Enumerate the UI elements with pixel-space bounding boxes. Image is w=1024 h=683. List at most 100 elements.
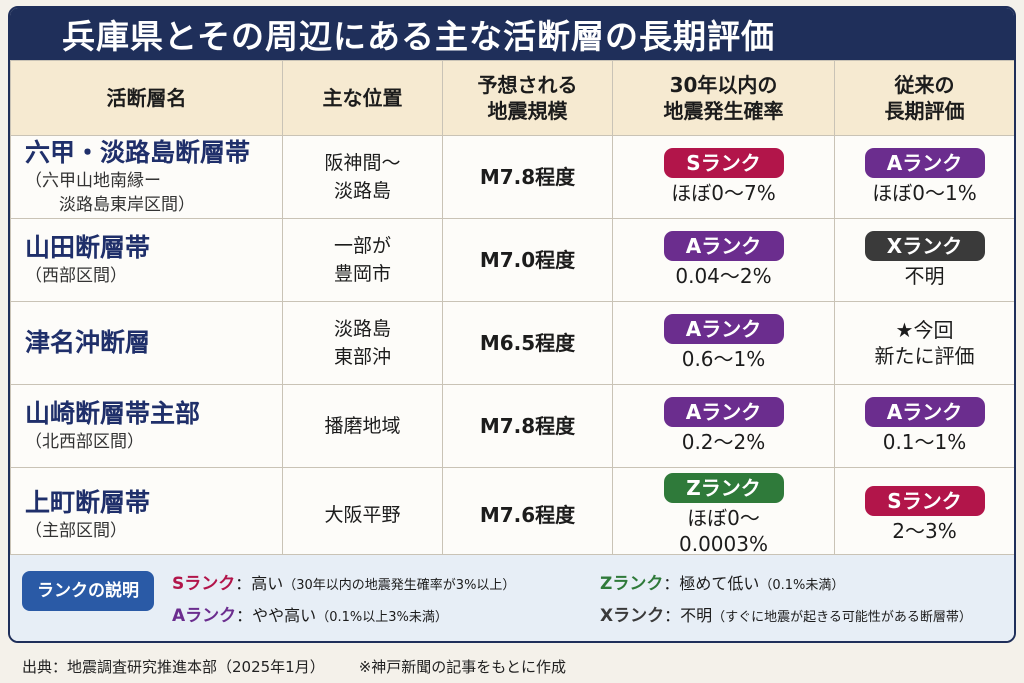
location-line: 東部沖 (333, 346, 391, 368)
legend-item-a: Aランク：やや高い（0.1%以上3%未満） (172, 601, 448, 626)
location-line: 淡路島 (333, 180, 391, 202)
location-cell: 淡路島 東部沖 (282, 301, 443, 385)
probability-text: 0.6〜1% (681, 347, 766, 371)
prev-evaluation-cell: ★今回 新たに評価 (834, 301, 1014, 385)
source-line: 出典：地震調査研究推進本部（2025年1月） ※神戸新聞の記事をもとに作成 (22, 656, 600, 677)
table-header-row: 活断層名 主な位置 予想される 地震規模 30年以内の 地震発生確率 従来の 長… (10, 60, 1014, 136)
location-line: 大阪平野 (324, 504, 401, 526)
table-row: 津名沖断層 淡路島 東部沖 M6.5程度 Aランク 0.6〜1% ★今回 新たに評価 (10, 301, 1014, 385)
location-cell: 播磨地域 (282, 384, 443, 468)
probability-text: 0.04〜2% (675, 264, 772, 288)
probability-text: ほぼ0〜 (687, 506, 760, 530)
prev-evaluation-text: ほぼ0〜1% (872, 181, 977, 205)
prev-evaluation-cell: Aランク 0.1〜1% (834, 384, 1014, 468)
location-cell: 阪神間〜 淡路島 (282, 135, 443, 219)
fault-name: 上町断層帯 (25, 488, 151, 517)
fault-section: （北西部区間） (25, 432, 144, 452)
rank-badge: Sランク (663, 148, 784, 178)
legend-item-s: Sランク：高い（30年以内の地震発生確率が3%以上） (172, 569, 515, 594)
probability-text: ほぼ0〜7% (671, 181, 776, 205)
legend-note: （0.1%未満） (759, 578, 845, 593)
location-line: 一部が (333, 235, 391, 257)
table-row: 上町断層帯 （主部区間） 大阪平野 M7.6程度 Zランク ほぼ0〜 0.0003% Sランク… (10, 467, 1014, 563)
location-cell: 一部が 豊岡市 (282, 218, 443, 302)
prev-evaluation-text: 2〜3% (892, 519, 957, 543)
fault-section: （六甲山地南縁ー (25, 171, 161, 191)
fault-section: 淡路島東岸区間） (59, 195, 195, 215)
table-row: 六甲・淡路島断層帯 （六甲山地南縁ー 淡路島東岸区間） 阪神間〜 淡路島 M7.8程度 Sラ… (10, 135, 1014, 219)
legend-desc: ：極めて低い (663, 574, 760, 593)
location-line: 播磨地域 (324, 415, 401, 437)
scale-cell: M7.0程度 (442, 218, 613, 302)
source-text: 出典：地震調査研究推進本部（2025年1月） (22, 658, 325, 676)
page-title: 兵庫県とその周辺にある主な活断層の長期評価 (10, 8, 1014, 60)
legend-note: （すぐに地震が起きる可能性がある断層帯） (712, 610, 972, 625)
fault-name: 六甲・淡路島断層帯 (25, 138, 251, 167)
probability-cell: Aランク 0.6〜1% (612, 301, 835, 385)
fault-name: 山田断層帯 (25, 233, 151, 262)
legend-key: Zランク (600, 574, 664, 594)
header-prev: 従来の 長期評価 (834, 60, 1014, 136)
fault-name: 津名沖断層 (25, 328, 151, 357)
rank-badge: Aランク (663, 397, 784, 427)
legend-desc: ：不明 (664, 606, 713, 625)
table-row: 山崎断層帯主部 （北西部区間） 播磨地域 M7.8程度 Aランク 0.2〜2% Aランク 0.… (10, 384, 1014, 468)
probability-text: 0.0003% (679, 532, 768, 556)
header-prob: 30年以内の 地震発生確率 (612, 60, 835, 136)
rank-badge: Aランク (663, 314, 784, 344)
prev-evaluation-text: 新たに評価 (874, 344, 975, 368)
prev-evaluation-cell: Sランク 2〜3% (834, 467, 1014, 563)
probability-cell: Aランク 0.04〜2% (612, 218, 835, 302)
prev-rank-badge: Aランク (864, 397, 985, 427)
rank-badge: Zランク (663, 473, 784, 503)
location-line: 阪神間〜 (324, 152, 401, 174)
legend-note: （30年以内の地震発生確率が3%以上） (283, 578, 516, 593)
prev-evaluation-cell: Xランク不明 (834, 218, 1014, 302)
fault-section: （西部区間） (25, 266, 127, 286)
fault-table: 活断層名 主な位置 予想される 地震規模 30年以内の 地震発生確率 従来の 長… (10, 60, 1014, 563)
scale-cell: M7.8程度 (442, 135, 613, 219)
probability-text: 0.2〜2% (681, 430, 766, 454)
scale-cell: M7.6程度 (442, 467, 613, 563)
header-scale: 予想される 地震規模 (442, 60, 613, 136)
header-scale-line: 予想される (477, 73, 578, 97)
prev-evaluation-text: 0.1〜1% (882, 430, 967, 454)
legend-desc: ：やや高い (236, 606, 317, 625)
prev-rank-badge: Xランク (864, 231, 985, 261)
rank-legend: ランクの説明 Sランク：高い（30年以内の地震発生確率が3%以上） Aランク：や… (10, 554, 1014, 641)
header-prob-line: 30年以内の (669, 73, 778, 97)
legend-item-z: Zランク：極めて低い（0.1%未満） (600, 569, 844, 594)
scale-cell: M7.8程度 (442, 384, 613, 468)
header-prev-line: 従来の (894, 73, 955, 97)
header-name: 活断層名 (10, 60, 283, 136)
location-cell: 大阪平野 (282, 467, 443, 563)
legend-key: Aランク (172, 606, 237, 626)
probability-cell: Sランクほぼ0〜7% (612, 135, 835, 219)
fault-name-cell: 上町断層帯 （主部区間） (10, 467, 283, 563)
legend-item-x: Xランク：不明（すぐに地震が起きる可能性がある断層帯） (600, 601, 972, 626)
scale-cell: M6.5程度 (442, 301, 613, 385)
header-scale-line: 地震規模 (487, 99, 568, 123)
prev-evaluation-text: 不明 (904, 264, 945, 288)
prev-evaluation-text: ★今回 (895, 318, 954, 342)
fault-name: 山崎断層帯主部 (25, 399, 201, 428)
rank-badge: Aランク (663, 231, 784, 261)
legend-key: Sランク (172, 574, 236, 594)
prev-rank-badge: Aランク (864, 148, 985, 178)
rank-legend-button[interactable]: ランクの説明 (22, 571, 154, 611)
header-location: 主な位置 (282, 60, 443, 136)
fault-name-cell: 六甲・淡路島断層帯 （六甲山地南縁ー淡路島東岸区間） (10, 135, 283, 219)
note-text: ※神戸新聞の記事をもとに作成 (358, 658, 567, 676)
header-prob-line: 地震発生確率 (663, 99, 784, 123)
legend-note: （0.1%以上3%未満） (316, 610, 448, 625)
location-line: 淡路島 (333, 318, 391, 340)
legend-key: Xランク (600, 606, 665, 626)
probability-cell: Zランクほぼ0〜 0.0003% (612, 467, 835, 563)
fault-name-cell: 山田断層帯 （西部区間） (10, 218, 283, 302)
table-row: 山田断層帯 （西部区間） 一部が 豊岡市 M7.0程度 Aランク 0.04〜2% Xランク不明 (10, 218, 1014, 302)
evaluation-card: 兵庫県とその周辺にある主な活断層の長期評価 活断層名 主な位置 予想される 地震… (8, 6, 1016, 643)
fault-section: （主部区間） (25, 521, 127, 541)
header-prev-line: 長期評価 (884, 99, 965, 123)
prev-evaluation-cell: Aランクほぼ0〜1% (834, 135, 1014, 219)
fault-name-cell: 山崎断層帯主部 （北西部区間） (10, 384, 283, 468)
